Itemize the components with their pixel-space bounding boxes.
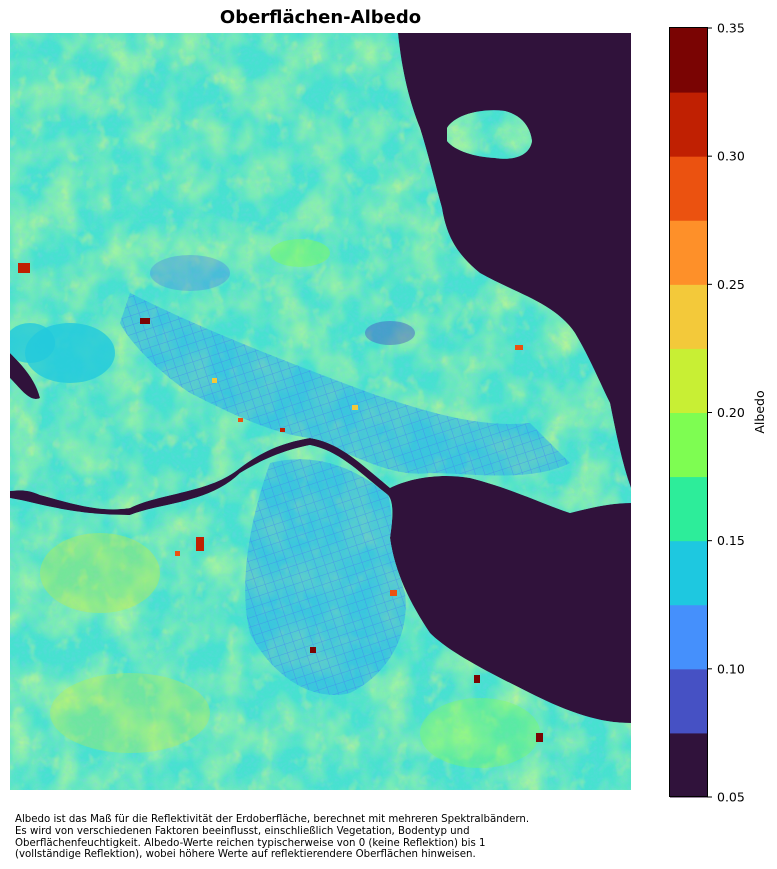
colorbar-tick-label: 0.20 [717, 405, 745, 420]
colorbar-ticks: 0.05 0.10 0.15 0.20 0.25 0.30 0.35 [707, 21, 745, 805]
colorbar-tick-label: 0.15 [717, 533, 745, 548]
colorbar-band-2 [670, 604, 707, 670]
high-albedo-buildings [18, 158, 543, 742]
colorbar-band-11 [670, 28, 707, 93]
colorbar-band-5 [670, 412, 707, 478]
colorbar-tick-label: 0.10 [717, 661, 745, 676]
colorbar-band-9 [670, 156, 707, 221]
urban-area-south [245, 459, 406, 695]
colorbar-band-8 [670, 220, 707, 285]
colorbar-band-10 [670, 92, 707, 157]
chart-title: Oberflächen-Albedo [219, 7, 422, 28]
colorbar-band-6 [670, 348, 707, 413]
colorbar-tick-label: 0.05 [717, 790, 745, 805]
colorbar-band-0 [670, 732, 707, 798]
colorbar: 0.05 0.10 0.15 0.20 0.25 0.30 0.35 Albedo [669, 21, 767, 805]
colorbar-band-3 [670, 540, 707, 606]
colorbar-label: Albedo [752, 390, 767, 433]
colorbar-tick-label: 0.35 [717, 21, 745, 36]
vegetation-patches [10, 239, 540, 768]
caption: Albedo ist das Maß für die Reflektivität… [15, 814, 530, 861]
colorbar-band-1 [670, 668, 707, 734]
colorbar-tick-label: 0.30 [717, 149, 745, 164]
colorbar-band-4 [670, 476, 707, 542]
colorbar-tick-label: 0.25 [717, 277, 745, 292]
colorbar-bands [670, 28, 707, 798]
albedo-map [10, 33, 631, 790]
colorbar-band-7 [670, 284, 707, 349]
urban-area-north [120, 293, 570, 476]
